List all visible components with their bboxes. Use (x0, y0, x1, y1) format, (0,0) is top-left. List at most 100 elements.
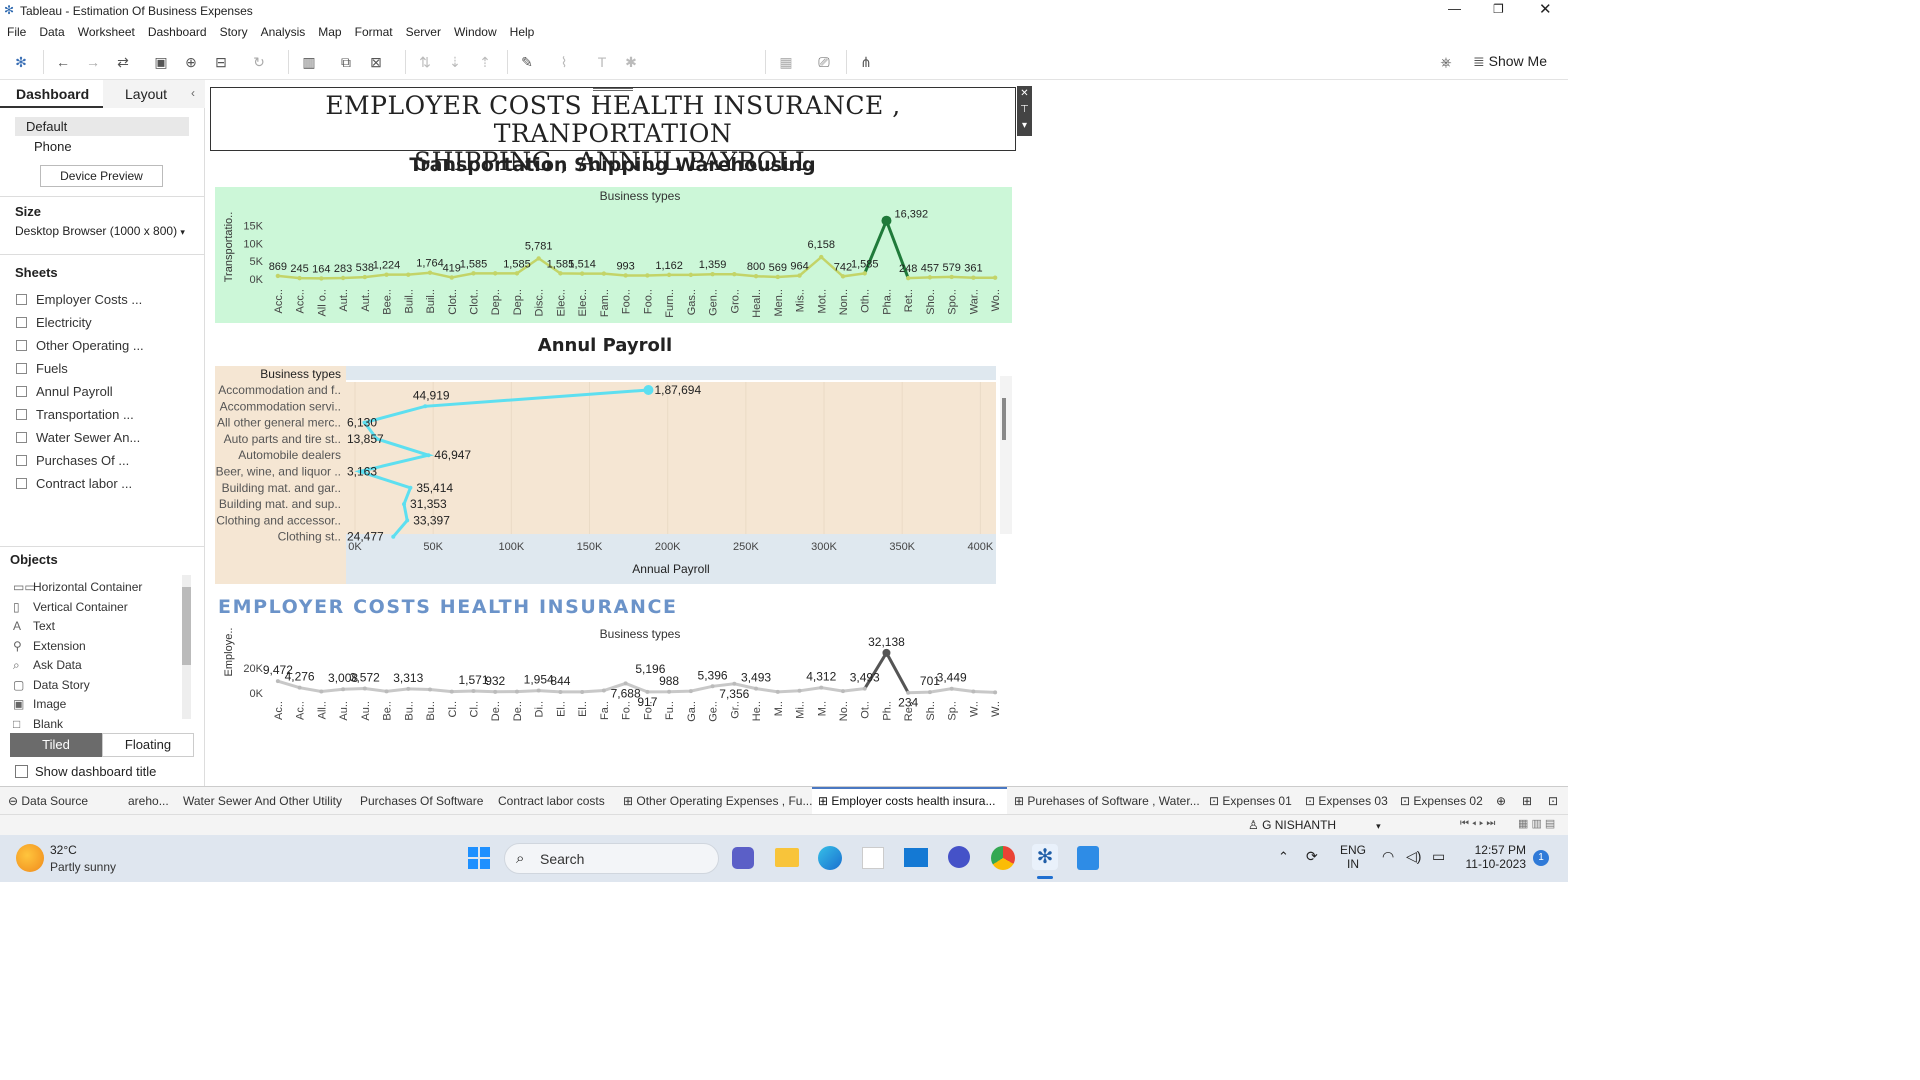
collapse-pane-icon[interactable]: ‹ (191, 86, 195, 100)
payroll-chart[interactable]: Business types 0K 50K 100K 150K 200K 250K 300K 3… (215, 366, 1012, 584)
menu-window[interactable]: Window (453, 25, 497, 39)
meet-icon[interactable] (732, 847, 754, 869)
objects-scrollbar[interactable] (182, 575, 191, 719)
floating-button[interactable]: Floating (102, 733, 194, 757)
sync-icon[interactable]: ⟳ (1306, 848, 1318, 864)
file-explorer-icon[interactable] (775, 848, 799, 867)
menu-server[interactable]: Server (405, 25, 441, 39)
tab-dashboard-active[interactable]: ⊞ Employer costs health insura... (818, 794, 995, 808)
swap-icon[interactable]: ⇅ (419, 54, 431, 70)
tab-dashboard-sheet[interactable]: ⊞ Other Operating Expenses , Fu... (623, 794, 812, 808)
menu-story[interactable]: Story (219, 25, 248, 39)
save-icon[interactable]: ▣ (154, 54, 168, 70)
sort-desc-icon[interactable]: ⇡ (479, 54, 491, 70)
sheet-item[interactable]: Water Sewer An... (16, 430, 140, 445)
volume-icon[interactable]: ◁) (1406, 848, 1422, 864)
menu-format[interactable]: Format (354, 25, 393, 39)
tab-story[interactable]: ⊡ Expenses 03 (1305, 794, 1388, 808)
menu-analysis[interactable]: Analysis (260, 25, 306, 39)
pin-container-icon[interactable]: ⊤ (1020, 104, 1029, 115)
sheet-item[interactable]: Employer Costs ... (16, 292, 142, 307)
tab-layout[interactable]: Layout (125, 86, 168, 102)
object-item[interactable]: ⌕ Ask Data (13, 658, 82, 673)
object-item[interactable]: □ Blank (13, 717, 63, 731)
menu-data[interactable]: Data (39, 25, 65, 39)
device-phone[interactable]: Phone (34, 139, 72, 154)
tab-sheet[interactable]: areho... (128, 794, 169, 808)
close-window-icon[interactable]: ✕ (1539, 1, 1552, 18)
tab-dashboard-sheet[interactable]: ⊞ Purehases of Software , Water... (1014, 794, 1200, 808)
show-me-button[interactable]: ≣ Show Me (1473, 53, 1547, 70)
sheet-item[interactable]: Annul Payroll (16, 384, 113, 399)
tiled-button[interactable]: Tiled (10, 733, 102, 757)
remove-icon[interactable]: ✕ (1020, 88, 1029, 99)
sheet-item[interactable]: Purchases Of ... (16, 453, 129, 468)
show-title-checkbox[interactable] (15, 765, 28, 778)
taskbar-search-box[interactable]: ⌕ Search (504, 843, 719, 874)
object-item[interactable]: ⚲ Extension (13, 639, 86, 653)
size-dropdown[interactable]: Desktop Browser (1000 x 800) ▾ (15, 224, 185, 238)
tab-dashboard[interactable]: Dashboard (16, 86, 90, 102)
tab-sheet[interactable]: Water Sewer And Other Utility (183, 794, 342, 808)
tableau-taskbar-icon[interactable]: ✻ (1032, 844, 1058, 870)
object-item[interactable]: ▢ Data Story (13, 678, 90, 692)
pause-updates-icon[interactable]: ⊟ (215, 54, 227, 70)
more-options-icon[interactable]: ▾ (1021, 120, 1028, 131)
mail-icon[interactable] (904, 848, 928, 867)
show-cards-icon[interactable]: ▦ (779, 54, 793, 70)
transport-chart[interactable]: Business types Transportatio.. 0K 5K 10K 15K 8… (215, 187, 1012, 323)
menu-worksheet[interactable]: Worksheet (77, 25, 135, 39)
sheet-item[interactable]: Electricity (16, 315, 92, 330)
windows-start-icon[interactable] (468, 847, 490, 869)
new-story-tab-icon[interactable]: ⊡ (1548, 794, 1559, 808)
minimize-icon[interactable]: — (1448, 1, 1461, 16)
format-painter-icon[interactable]: ⎈ (1440, 54, 1452, 70)
drag-handle-icon[interactable] (593, 88, 633, 91)
menu-map[interactable]: Map (318, 25, 342, 39)
sheet-navigation-icons[interactable]: ⏮ ◂ ▸ ⏭ (1460, 818, 1496, 829)
weather-icon[interactable] (16, 844, 44, 872)
share-icon[interactable]: ⋔ (860, 54, 872, 70)
language-indicator[interactable]: ENG IN (1340, 843, 1366, 871)
clear-sheet-icon[interactable]: ⊠ (370, 54, 382, 70)
user-menu[interactable]: ♙ G NISHANTH ▾ (1248, 818, 1381, 832)
tab-story[interactable]: ⊡ Expenses 01 (1209, 794, 1292, 808)
menu-file[interactable]: File (7, 25, 27, 39)
sheet-item[interactable]: Fuels (16, 361, 68, 376)
sort-asc-icon[interactable]: ⇣ (449, 54, 461, 70)
sheet-item[interactable]: Other Operating ... (16, 338, 144, 353)
tab-story[interactable]: ⊡ Expenses 02 (1400, 794, 1483, 808)
show-hidden-icons[interactable]: ⌃ (1278, 849, 1289, 864)
health-chart[interactable]: Business types Employe.. 0K 20K 9,472 Ac.. 4,2… (215, 625, 1012, 730)
notepad-icon[interactable] (1077, 846, 1099, 870)
new-datasource-icon[interactable]: ⊕ (185, 54, 197, 70)
chrome-icon[interactable] (991, 846, 1015, 870)
object-item[interactable]: ▯ Vertical Container (13, 600, 128, 614)
copilot-icon[interactable] (948, 846, 970, 868)
duplicate-icon[interactable]: ⧉ (341, 54, 351, 70)
refresh-icon[interactable]: ↻ (253, 54, 265, 70)
sheet-item[interactable]: Contract labor ... (16, 476, 132, 491)
labels-icon[interactable]: T (597, 54, 607, 70)
tab-sheet[interactable]: Purchases Of Software (360, 794, 484, 808)
notification-badge[interactable]: 1 (1533, 850, 1549, 866)
edge-icon[interactable] (818, 846, 842, 870)
presentation-icon[interactable]: ⎚ (818, 54, 830, 70)
clock[interactable]: 12:57 PM 11-10-2023 (1462, 843, 1527, 871)
view-mode-icons[interactable]: ▦ ▥ ▤ (1518, 818, 1556, 830)
tab-data-source[interactable]: ⊖ Data Source (8, 794, 88, 808)
redo-icon[interactable]: → (86, 54, 100, 70)
new-dashboard-tab-icon[interactable]: ⊞ (1522, 794, 1533, 808)
highlight-icon[interactable]: ✎ (521, 54, 533, 70)
object-item[interactable]: ▣ Image (13, 697, 66, 711)
wifi-icon[interactable]: ◠ (1382, 848, 1395, 864)
device-preview-button[interactable]: Device Preview (40, 165, 163, 187)
new-worksheet-tab-icon[interactable]: ⊕ (1496, 794, 1507, 808)
sheet-item[interactable]: Transportation ... (16, 407, 134, 422)
menu-dashboard[interactable]: Dashboard (147, 25, 207, 39)
tab-sheet[interactable]: Contract labor costs (498, 794, 605, 808)
battery-icon[interactable]: ▭ (1432, 848, 1446, 864)
menu-help[interactable]: Help (509, 25, 535, 39)
replay-icon[interactable]: ⇄ (117, 54, 129, 70)
tableau-home-icon[interactable]: ✻ (15, 54, 27, 70)
